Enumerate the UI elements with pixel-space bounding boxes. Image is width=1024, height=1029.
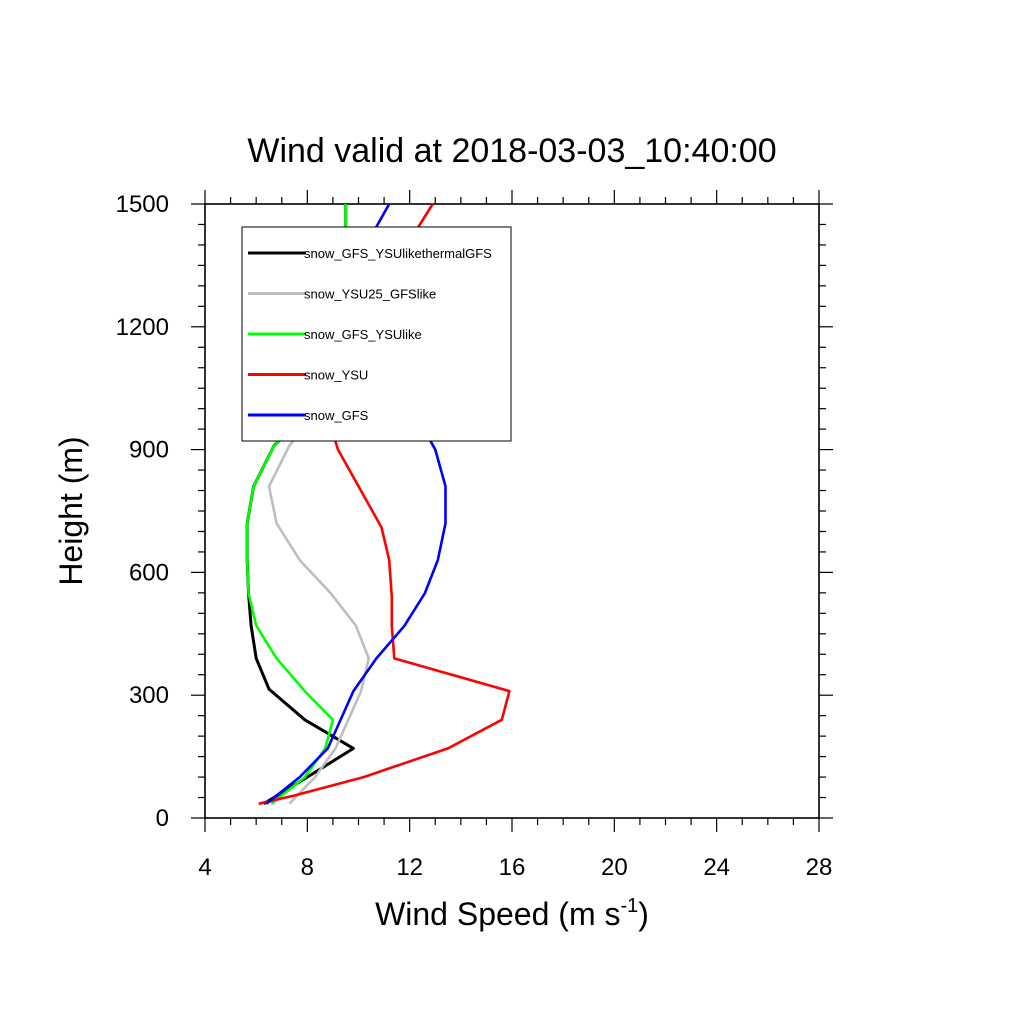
y-tick-label: 0 — [156, 805, 169, 832]
y-tick-label: 1500 — [116, 191, 169, 218]
legend-label: snow_GFS_YSUlike — [304, 327, 422, 342]
legend-label: snow_GFS — [304, 408, 369, 423]
x-tick-label: 28 — [806, 854, 833, 881]
y-axis-label: Height (m) — [53, 436, 89, 585]
legend-label: snow_YSU25_GFSlike — [304, 287, 436, 302]
axis-ticks — [191, 190, 833, 832]
x-tick-label: 24 — [703, 854, 730, 881]
legend-label: snow_YSU — [304, 368, 368, 383]
y-tick-label: 1200 — [116, 314, 169, 341]
chart-title: Wind valid at 2018-03-03_10:40:00 — [247, 132, 776, 170]
legend: snow_GFS_YSUlikethermalGFS snow_YSU25_GFS… — [248, 246, 492, 423]
axis-tick-labels: 4 8 12 16 20 24 28 0 300 600 900 1200 1500 — [116, 191, 833, 881]
x-tick-label: 12 — [396, 854, 423, 881]
y-tick-label: 600 — [129, 559, 169, 586]
x-axis-label-suffix: ) — [638, 896, 649, 932]
x-tick-label: 8 — [301, 854, 314, 881]
x-tick-label: 4 — [198, 854, 211, 881]
x-tick-label: 20 — [601, 854, 628, 881]
x-axis-label-superscript: -1 — [620, 895, 638, 917]
x-tick-label: 16 — [499, 854, 526, 881]
x-axis-label-main: Wind Speed (m s — [375, 896, 620, 932]
x-axis-label: Wind Speed (m s-1) — [375, 895, 649, 932]
y-tick-label: 900 — [129, 437, 169, 464]
y-tick-label: 300 — [129, 682, 169, 709]
legend-label: snow_GFS_YSUlikethermalGFS — [304, 246, 492, 261]
